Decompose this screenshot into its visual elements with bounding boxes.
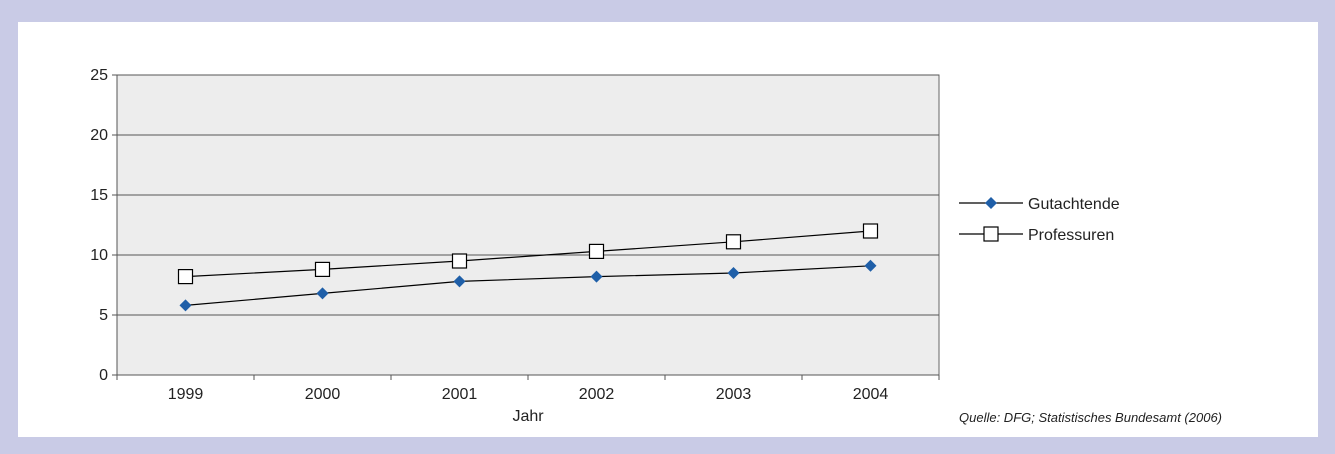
data-point-gutachtende	[179, 299, 192, 312]
x-axis-title: Jahr	[512, 408, 544, 425]
legend-marker-professuren	[983, 226, 999, 242]
data-point-gutachtende	[590, 270, 603, 283]
y-tick-label: 10	[90, 247, 108, 264]
legend-label-gutachtende: Gutachtende	[1028, 196, 1120, 213]
y-tick-label: 0	[99, 367, 108, 384]
x-tick-label: 2002	[579, 386, 615, 403]
y-tick-label: 20	[90, 127, 108, 144]
data-point-professuren	[588, 243, 605, 259]
data-point-professuren	[314, 261, 331, 277]
x-tick-label: 2003	[716, 386, 752, 403]
legend-label-professuren: Professuren	[1028, 227, 1114, 244]
data-point-gutachtende	[316, 287, 329, 300]
data-point-professuren	[177, 269, 194, 285]
data-point-gutachtende	[453, 275, 466, 288]
data-point-professuren	[451, 253, 468, 269]
series-line-gutachtende	[185, 265, 871, 306]
source-note: Quelle: DFG; Statistisches Bundesamt (20…	[959, 410, 1223, 425]
data-point-professuren	[862, 223, 879, 239]
data-point-gutachtende	[864, 259, 877, 272]
x-tick-label: 2004	[853, 386, 889, 403]
plot-area	[116, 74, 940, 376]
legend-marker-gutachtende	[985, 197, 997, 209]
y-tick-label: 25	[90, 67, 108, 84]
series-line-professuren	[185, 230, 871, 278]
x-tick-label: 2001	[442, 386, 478, 403]
x-tick-label: 2000	[305, 386, 341, 403]
y-tick-label: 5	[99, 307, 108, 324]
chart-panel: 0 5 10 15 20 25 1999 2000 2001 2002 2003 2004 Jahr Gu…	[18, 22, 1318, 437]
x-tick-label: 1999	[168, 386, 204, 403]
data-point-professuren	[725, 234, 742, 250]
y-tick-label: 15	[90, 187, 108, 204]
line-chart: 0 5 10 15 20 25 1999 2000 2001 2002 2003 2004 Jahr Gu…	[90, 67, 1120, 425]
data-point-gutachtende	[727, 267, 740, 279]
